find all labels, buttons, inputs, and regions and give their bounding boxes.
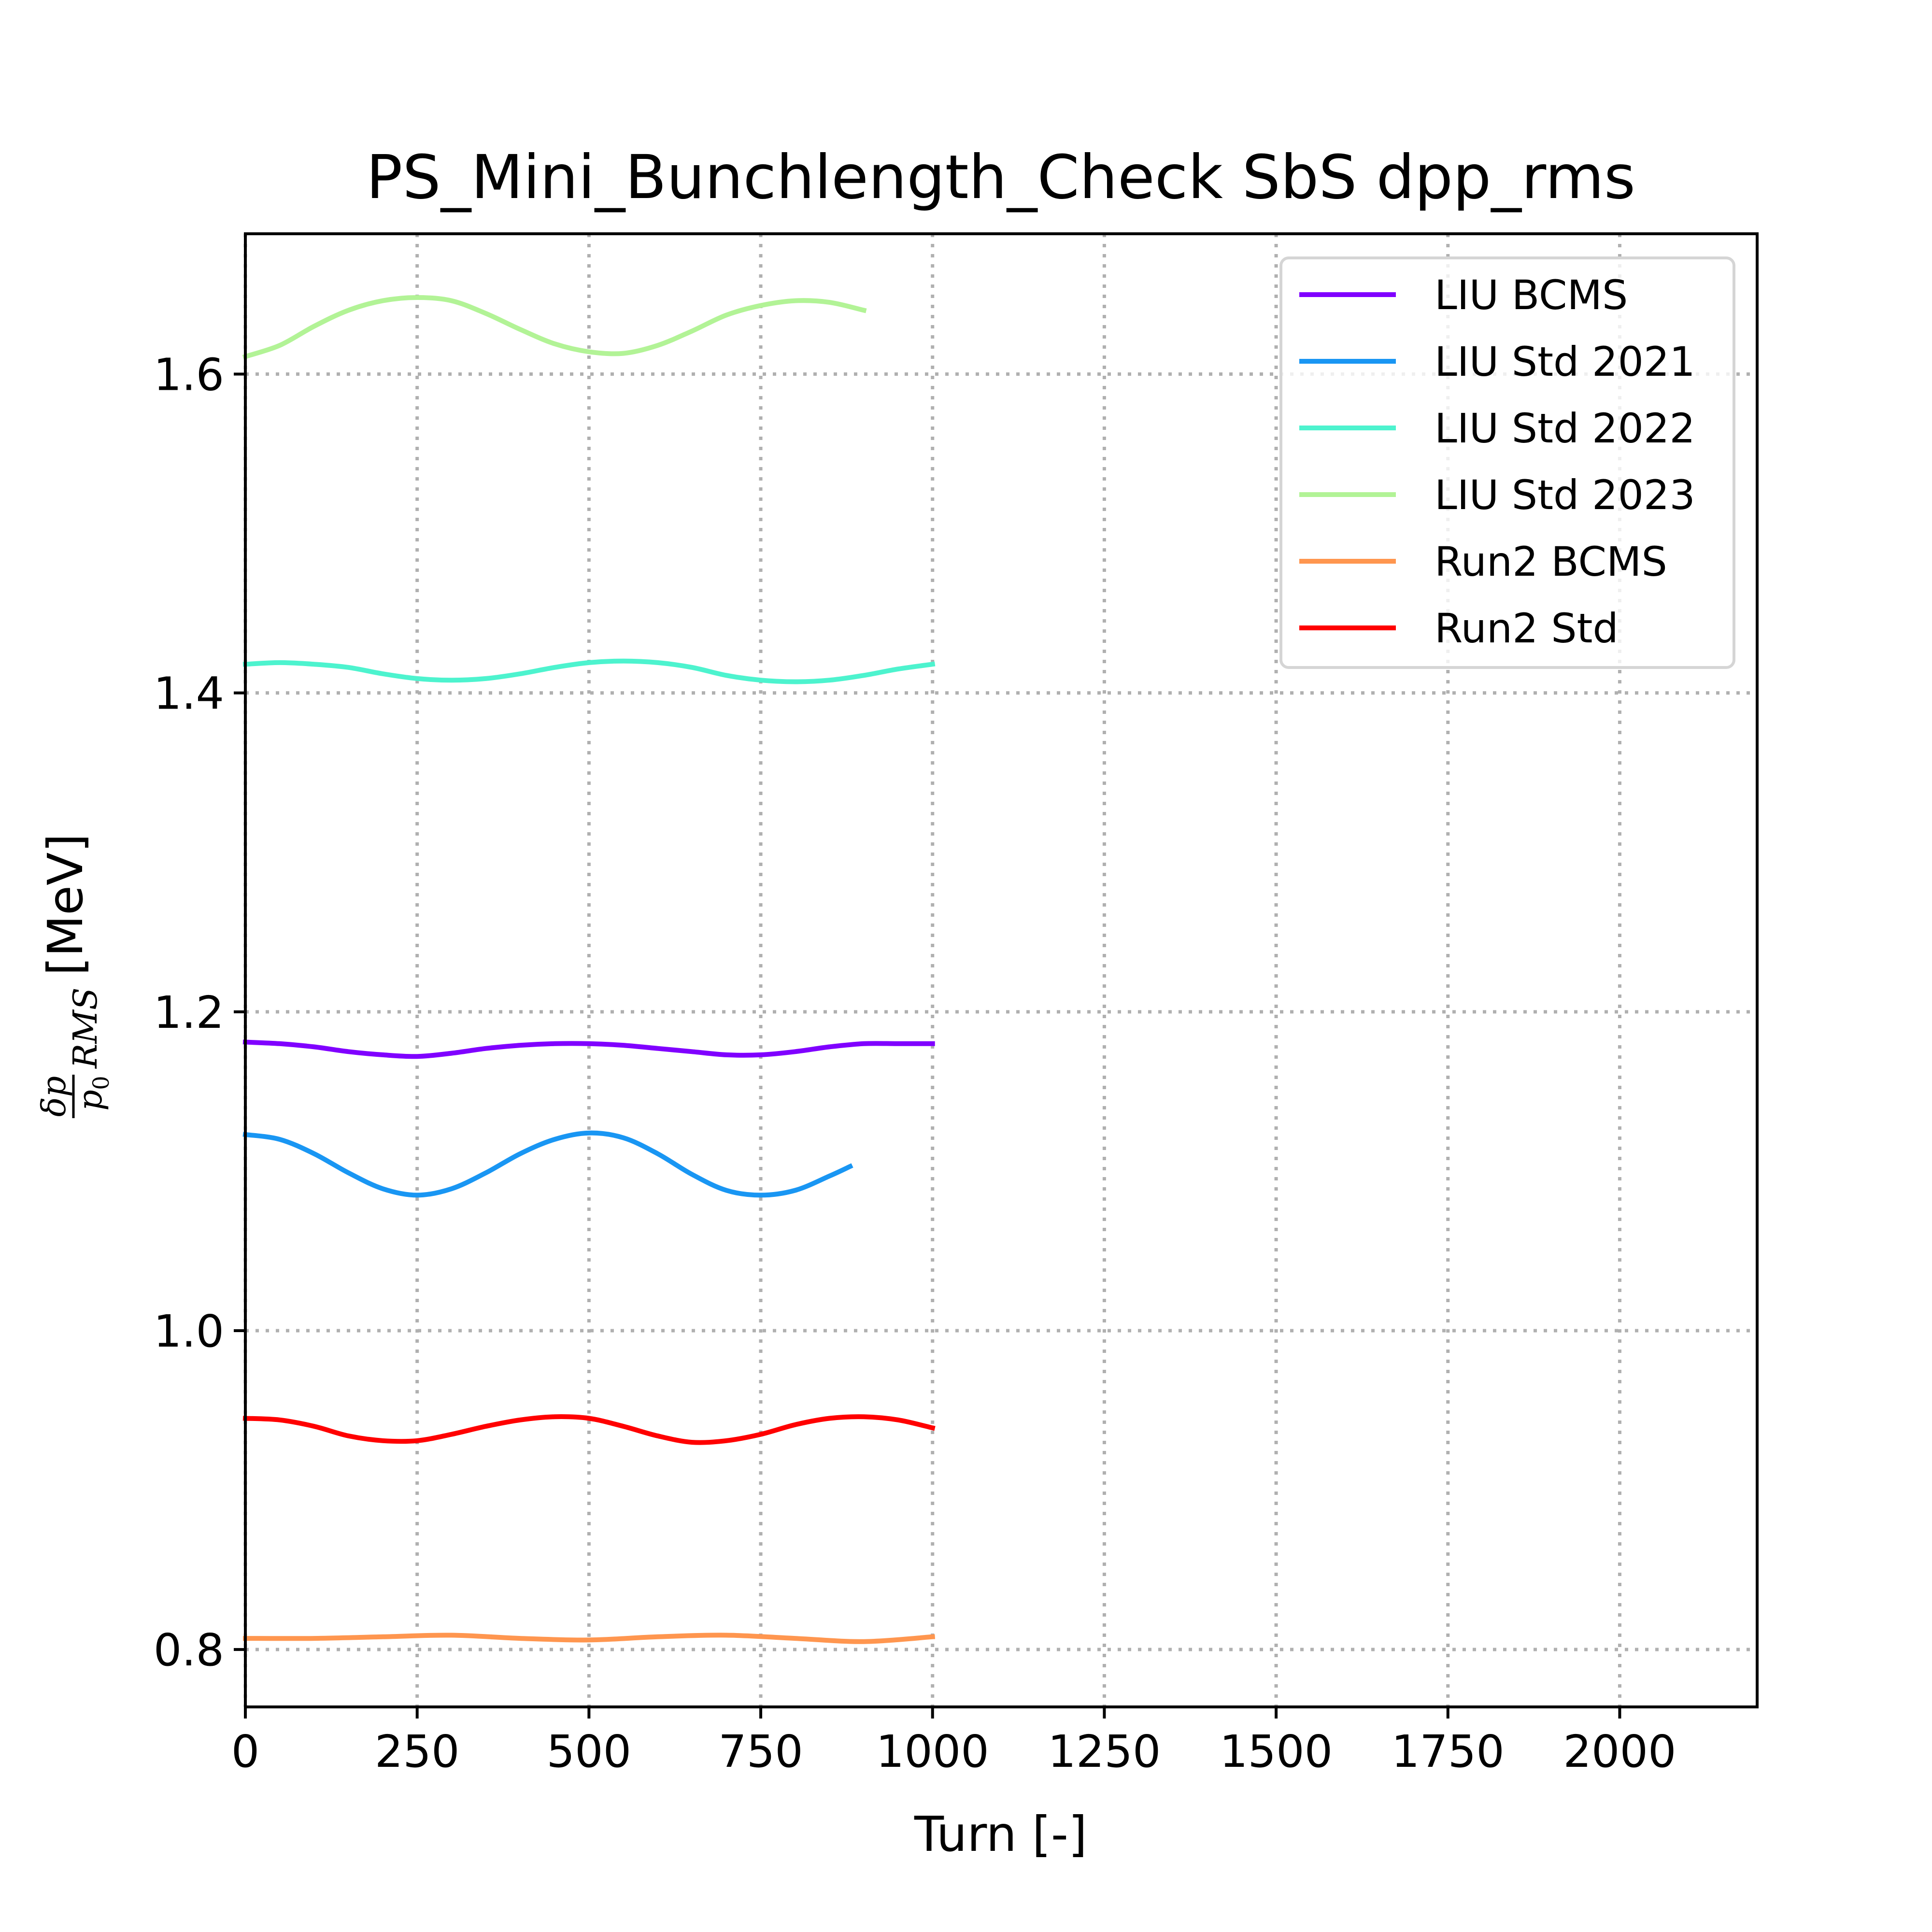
- y-axis-label-fraction-denominator: p: [71, 1090, 110, 1111]
- plot-frame: [244, 232, 1759, 1708]
- legend: LIU BCMS LIU Std 2021 LIU Std 2022 LIU Std …: [1279, 256, 1735, 669]
- y-tick-label: 1.6: [154, 349, 224, 400]
- y-axis-label-fraction-denominator-subscript: 0: [88, 1076, 114, 1090]
- series-line-run2-std: [242, 1414, 936, 1445]
- x-tick-label: 1500: [1220, 1726, 1333, 1777]
- x-tick-label: 500: [547, 1726, 632, 1777]
- y-axis-label: [MeV] δp p 0 RMS: [35, 834, 114, 1118]
- legend-label-run2-std: Run2 Std: [1435, 605, 1619, 652]
- series-lines: [242, 295, 936, 1644]
- series-line-liu-std-2022: [242, 658, 936, 684]
- legend-label-liu-std-2023: LIU Std 2023: [1435, 471, 1695, 519]
- y-axis-label-fraction-numerator: δp: [35, 1076, 73, 1117]
- y-tick-label: 1.2: [154, 987, 224, 1038]
- x-tick-label: 1000: [876, 1726, 989, 1777]
- series-line-run2-bcms: [242, 1633, 936, 1644]
- x-tick-label: 250: [375, 1726, 460, 1777]
- legend-items: LIU BCMS LIU Std 2021 LIU Std 2022 LIU Std …: [1299, 271, 1695, 652]
- legend-label-liu-bcms: LIU BCMS: [1435, 271, 1628, 319]
- y-axis-label-unit: [MeV]: [37, 834, 94, 976]
- y-tick-label: 1.4: [154, 668, 224, 720]
- legend-label-liu-std-2022: LIU Std 2022: [1435, 405, 1695, 452]
- legend-label-run2-bcms: Run2 BCMS: [1435, 538, 1667, 585]
- y-axis-label-subscript: RMS: [67, 988, 105, 1069]
- series-line-liu-bcms: [242, 1039, 935, 1059]
- x-axis-ticks: 0 250 500 750 1000 1250 1500 1750 2000: [231, 1707, 1676, 1777]
- y-tick-label: 1.0: [154, 1306, 224, 1357]
- y-axis-ticks: 0.8 1.0 1.2 1.4 1.6: [154, 349, 245, 1676]
- series-line-liu-std-2021: [242, 1130, 853, 1198]
- x-tick-label: 0: [231, 1726, 260, 1777]
- x-tick-label: 1250: [1048, 1726, 1161, 1777]
- x-tick-label: 1750: [1392, 1726, 1505, 1777]
- y-tick-label: 0.8: [154, 1624, 224, 1676]
- x-tick-label: 2000: [1563, 1726, 1676, 1777]
- x-tick-label: 750: [718, 1726, 803, 1777]
- chart-title: PS_Mini_Bunchlength_Check SbS dpp_rms: [366, 142, 1635, 213]
- legend-label-liu-std-2021: LIU Std 2021: [1435, 338, 1695, 385]
- series-line-liu-std-2023: [242, 295, 867, 360]
- x-axis-label: Turn [-]: [914, 1806, 1087, 1862]
